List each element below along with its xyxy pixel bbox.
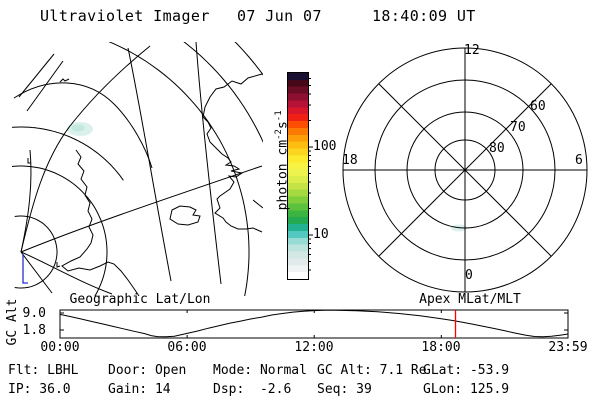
date-label: 07 Jun 07	[237, 7, 322, 25]
status-mode: Mode: Normal	[213, 363, 307, 378]
coastline-path	[252, 199, 263, 209]
coastline-path	[169, 205, 201, 226]
status-door: Door: Open	[108, 363, 187, 378]
colorbar-tick-10: 10	[313, 227, 329, 242]
map-marker	[27, 158, 31, 164]
map-grid-line	[26, 60, 64, 112]
status-seq: Seq: 39	[317, 382, 372, 397]
mlat-ring-label-70: 70	[510, 120, 526, 135]
map-lat-arc	[12, 126, 124, 181]
mlt-label-0: 0	[465, 268, 473, 283]
status-gain: Gain: 14	[108, 382, 171, 397]
mlt-spoke	[464, 83, 552, 171]
coastline-path	[61, 149, 140, 296]
map-grid-line	[18, 53, 55, 98]
mlt-label-18: 18	[342, 153, 358, 168]
map-grid-line	[20, 149, 32, 253]
map-marker	[56, 262, 61, 268]
colorbar-tick-100: 100	[313, 139, 337, 154]
mlt-spoke	[464, 169, 552, 257]
timeline-frame	[59, 309, 569, 339]
map-lat-arc	[14, 215, 58, 289]
status-gcalt: GC Alt: 7.1 Re	[317, 363, 427, 378]
unit-exp2: -1	[273, 110, 284, 122]
xtick-2359: 23:59	[548, 340, 588, 355]
map-plot	[12, 42, 263, 296]
mlt-spoke	[378, 169, 466, 257]
status-flt: Flt: LBHL	[8, 363, 79, 378]
timeline-plot	[59, 309, 569, 339]
status-ip: IP: 36.0	[8, 382, 71, 397]
map-grid-line	[20, 251, 113, 295]
mlt-label-12: 12	[464, 43, 480, 58]
status-dsp: Dsp: -2.6	[213, 382, 292, 397]
xtick-1200: 12:00	[294, 340, 334, 355]
map-lat-arc	[12, 165, 108, 296]
mlt-spoke	[378, 83, 466, 171]
spacecraft-vector	[22, 254, 28, 284]
xtick-1800: 18:00	[421, 340, 461, 355]
polar-plot	[342, 47, 588, 293]
unit-text-2: s	[274, 121, 290, 130]
xtick-0600: 06:00	[167, 340, 207, 355]
map-grid-line	[127, 47, 172, 282]
map-grid-line	[13, 82, 153, 169]
status-glon: GLon: 125.9	[423, 382, 510, 397]
page-title: Ultraviolet Imager	[40, 7, 210, 25]
timeline-ylabel: GC Alt	[5, 298, 20, 346]
mlat-ring-label-60: 60	[530, 99, 546, 114]
map-grid-line	[195, 42, 222, 285]
unit-text: photon cm	[274, 139, 290, 211]
ytick-1-8: 1.8	[22, 323, 46, 338]
map-title: Geographic Lat/Lon	[69, 292, 211, 307]
unit-exp1: -2	[273, 129, 284, 140]
map-marker	[59, 78, 70, 83]
mlt-label-6: 6	[575, 153, 583, 168]
gc-alt-curve	[59, 309, 569, 338]
ytick-9: 9.0	[22, 306, 46, 321]
colorbar-unit-label: photon cm-2s-1	[261, 101, 290, 251]
status-glat: GLat: -53.9	[423, 363, 510, 378]
time-label: 18:40:09 UT	[372, 7, 476, 25]
map-grid-line	[20, 251, 53, 294]
polar-title: Apex MLat/MLT	[419, 292, 521, 307]
mlat-ring-label-80: 80	[489, 141, 505, 156]
map-lat-arc	[183, 42, 263, 143]
map-grid-line	[20, 165, 263, 253]
coastline-path	[202, 73, 263, 233]
colorbar	[287, 72, 309, 280]
xtick-0000: 00:00	[40, 340, 80, 355]
map-grid-line	[20, 45, 151, 253]
